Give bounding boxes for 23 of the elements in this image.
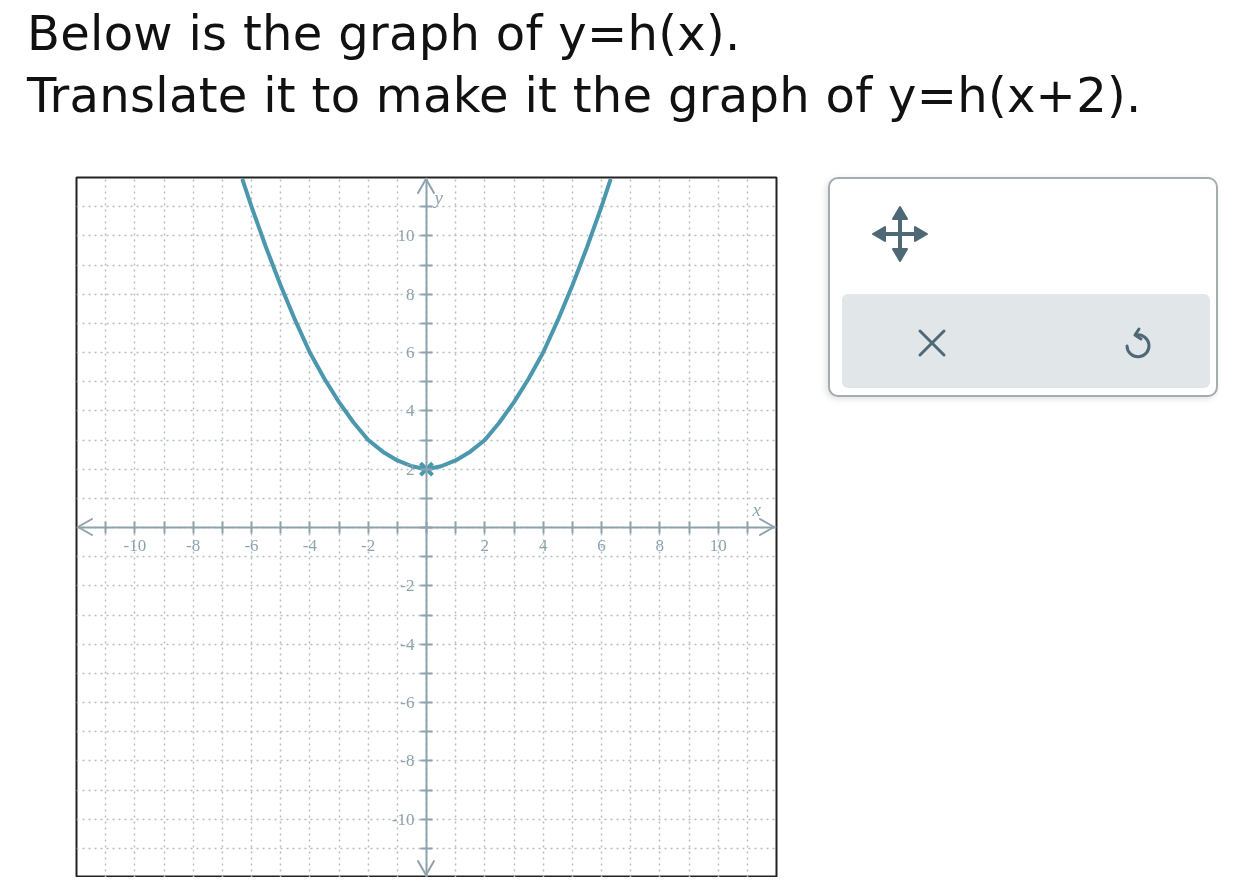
x-tick-label: -2 <box>361 535 376 555</box>
x-tick-label: 2 <box>480 535 490 555</box>
chart-subtitle: Translate it to make it the graph of y=h(x+2). <box>27 67 1142 123</box>
x-tick-label: -8 <box>186 535 201 555</box>
y-axis-title: y <box>432 186 444 208</box>
y-tick-label: 4 <box>406 401 415 421</box>
y-tick-label: -8 <box>400 751 415 771</box>
x-tick-label: 10 <box>709 535 727 555</box>
y-tick-label: -6 <box>400 693 415 712</box>
x-tick-label: 6 <box>597 535 606 555</box>
x-tick-label: -4 <box>302 535 318 555</box>
chart-title: Below is the graph of y=h(x). <box>27 5 741 61</box>
x-tick-label: 4 <box>538 535 548 555</box>
x-axis-title: x <box>751 498 762 520</box>
x-tick-label: 8 <box>655 535 665 555</box>
x-tick-label: -10 <box>123 535 147 555</box>
y-tick-label: -2 <box>400 576 415 596</box>
y-tick-label: 10 <box>397 226 415 246</box>
y-tick-label: 6 <box>406 343 415 362</box>
y-tick-label: 8 <box>406 284 415 304</box>
y-tick-label: -4 <box>400 634 415 654</box>
x-tick-label: -6 <box>244 535 259 555</box>
y-tick-label: -10 <box>391 809 415 829</box>
